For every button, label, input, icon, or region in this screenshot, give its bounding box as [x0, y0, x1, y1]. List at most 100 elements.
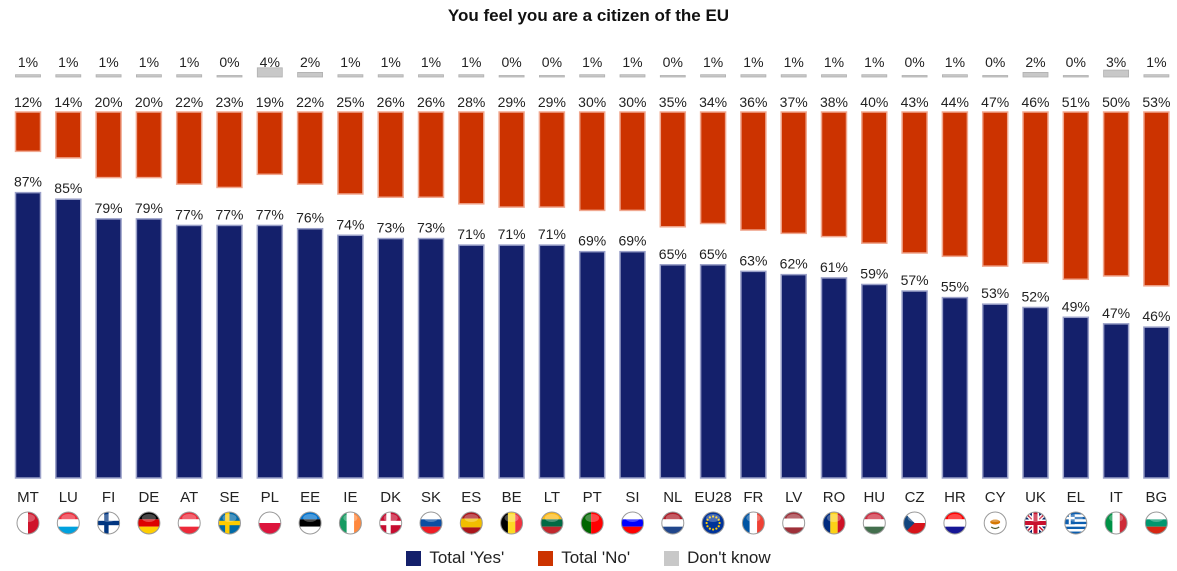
- category-label-si: SI: [625, 489, 639, 506]
- label-yes-be: 71%: [498, 226, 526, 242]
- label-yes-eu28: 65%: [699, 246, 727, 262]
- label-no-at: 22%: [175, 94, 203, 110]
- bar-dont-know-ee: [297, 72, 324, 78]
- bar-no-si: [619, 111, 646, 212]
- bar-yes-nl: [659, 264, 687, 479]
- bar-dont-know-es: [458, 74, 485, 78]
- bar-no-cy: [981, 111, 1009, 267]
- label-dont-know-hr: 1%: [945, 54, 965, 70]
- flag-be-icon: [500, 511, 524, 535]
- flag-mt-icon: [16, 511, 40, 535]
- bar-dont-know-uk: [1022, 72, 1049, 78]
- chart-title: You feel you are a citizen of the EU: [447, 6, 730, 25]
- bar-yes-uk: [1022, 306, 1049, 479]
- label-yes-si: 69%: [618, 233, 646, 249]
- bar-yes-mt: [14, 191, 42, 479]
- label-yes-nl: 65%: [659, 246, 687, 262]
- label-no-ro: 38%: [820, 94, 848, 110]
- bar-dont-know-de: [135, 74, 162, 78]
- flag-lt-icon: [540, 511, 564, 535]
- flag-pl-icon: [258, 511, 282, 535]
- label-dont-know-si: 1%: [622, 54, 642, 70]
- bar-dont-know-dk: [377, 74, 404, 78]
- flag-ee-icon: [298, 511, 322, 535]
- label-dont-know-es: 1%: [461, 54, 481, 70]
- category-label-hr: HR: [944, 489, 966, 506]
- bar-yes-ie: [337, 234, 364, 479]
- category-label-eu28: EU28: [694, 489, 732, 506]
- bar-dont-know-hr: [942, 74, 968, 78]
- bar-dont-know-ro: [821, 74, 847, 78]
- label-no-fr: 36%: [739, 94, 767, 110]
- flag-at-icon: [177, 511, 201, 535]
- bar-dont-know-be: [498, 75, 525, 78]
- bar-no-be: [498, 111, 525, 208]
- bar-no-ie: [337, 111, 364, 195]
- label-dont-know-uk: 2%: [1025, 54, 1045, 70]
- bar-no-hr: [941, 111, 969, 258]
- flag-hr-icon: [943, 511, 967, 535]
- bar-no-it: [1102, 111, 1130, 277]
- label-yes-lu: 85%: [54, 180, 82, 196]
- label-no-ie: 25%: [336, 94, 364, 110]
- label-dont-know-sk: 1%: [421, 54, 441, 70]
- bar-chart: 87% 12% 1% MT 85% 14% 1% LU 79% 20% 1% FI 79% 20% 1% DE…: [14, 54, 1170, 535]
- category-label-fr: FR: [743, 489, 763, 506]
- category-label-el: EL: [1067, 489, 1085, 506]
- flag-dk-icon: [379, 511, 403, 535]
- category-label-bg: BG: [1146, 489, 1168, 506]
- label-dont-know-bg: 1%: [1146, 54, 1166, 70]
- bar-yes-dk: [377, 237, 404, 479]
- label-no-be: 29%: [498, 94, 526, 110]
- label-dont-know-ro: 1%: [824, 54, 844, 70]
- category-label-cy: CY: [985, 489, 1006, 506]
- bar-no-bg: [1143, 111, 1170, 287]
- category-label-it: IT: [1109, 489, 1122, 506]
- category-label-pl: PL: [261, 489, 279, 506]
- label-yes-lv: 62%: [780, 256, 808, 272]
- bar-no-pl: [256, 111, 284, 176]
- category-label-ee: EE: [300, 489, 320, 506]
- label-yes-pl: 77%: [256, 206, 284, 222]
- bar-no-es: [458, 111, 485, 205]
- bar-dont-know-sk: [418, 74, 444, 78]
- bar-no-de: [135, 111, 163, 179]
- category-label-ro: RO: [823, 489, 846, 506]
- label-no-lu: 14%: [54, 94, 82, 110]
- bar-dont-know-bg: [1143, 74, 1170, 78]
- legend-label-yes: Total 'Yes': [429, 548, 505, 567]
- label-dont-know-eu28: 1%: [703, 54, 723, 70]
- label-yes-cy: 53%: [981, 285, 1009, 301]
- label-no-hr: 44%: [941, 94, 969, 110]
- bar-yes-si: [619, 250, 646, 479]
- flag-hu-icon: [862, 511, 886, 535]
- category-label-de: DE: [138, 489, 159, 506]
- flag-nl-icon: [661, 511, 685, 535]
- label-dont-know-lu: 1%: [58, 54, 78, 70]
- bar-yes-cz: [901, 290, 928, 479]
- label-no-se: 23%: [215, 94, 243, 110]
- bar-yes-fr: [740, 270, 767, 479]
- category-label-es: ES: [461, 489, 481, 506]
- bar-no-fr: [740, 111, 767, 231]
- bar-no-at: [175, 111, 203, 185]
- label-dont-know-hu: 1%: [864, 54, 884, 70]
- bar-yes-pl: [256, 224, 284, 479]
- category-label-lv: LV: [785, 489, 802, 506]
- label-no-lv: 37%: [780, 94, 808, 110]
- label-yes-uk: 52%: [1021, 288, 1049, 304]
- bar-no-fi: [95, 111, 122, 179]
- flag-ro-icon: [822, 511, 846, 535]
- flag-lv-icon: [782, 511, 806, 535]
- category-label-cz: CZ: [905, 489, 925, 506]
- bar-yes-bg: [1143, 326, 1170, 479]
- bar-no-eu28: [699, 111, 727, 225]
- label-yes-mt: 87%: [14, 174, 42, 190]
- bar-no-nl: [659, 111, 687, 228]
- bar-yes-se: [216, 224, 243, 479]
- label-no-ee: 22%: [296, 94, 324, 110]
- legend-swatch-dont-know: [664, 550, 680, 566]
- label-dont-know-cy: 0%: [985, 54, 1005, 70]
- flag-se-icon: [218, 511, 241, 535]
- category-label-ie: IE: [343, 489, 357, 506]
